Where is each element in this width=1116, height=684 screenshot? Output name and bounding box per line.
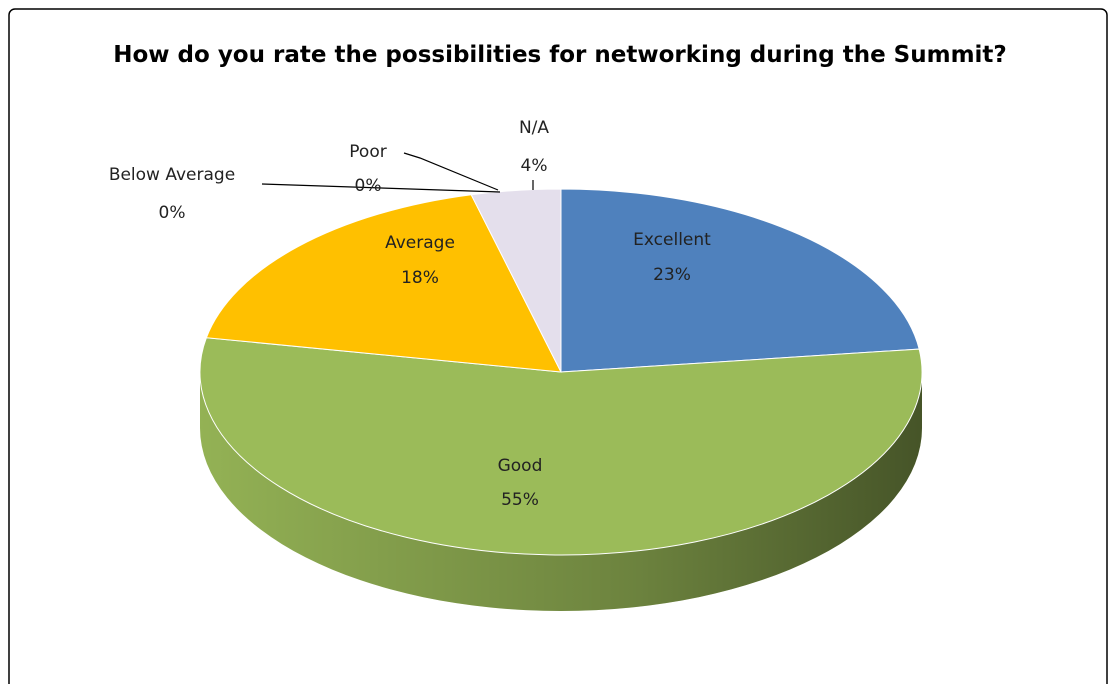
chart-title: How do you rate the possibilities for ne… xyxy=(113,42,1007,68)
category-label: Average xyxy=(385,233,455,253)
value-label: 0% xyxy=(159,203,186,223)
slice-side-shade xyxy=(200,372,922,611)
category-label: Poor xyxy=(349,142,386,162)
category-label: N/A xyxy=(519,118,549,138)
category-label: Excellent xyxy=(633,230,711,250)
slice xyxy=(470,188,562,373)
category-label: Below Average xyxy=(109,165,235,185)
slice xyxy=(199,337,923,556)
value-label: 55% xyxy=(501,490,539,510)
leader-line xyxy=(261,183,501,193)
value-label: 23% xyxy=(653,265,691,285)
value-label: 0% xyxy=(355,176,382,196)
chart-frame xyxy=(8,8,1108,684)
value-label: 18% xyxy=(401,268,439,288)
value-label: 4% xyxy=(521,156,548,176)
slice xyxy=(205,194,562,373)
leader-line xyxy=(403,152,499,191)
category-label: Good xyxy=(498,456,543,476)
slice xyxy=(560,188,920,373)
